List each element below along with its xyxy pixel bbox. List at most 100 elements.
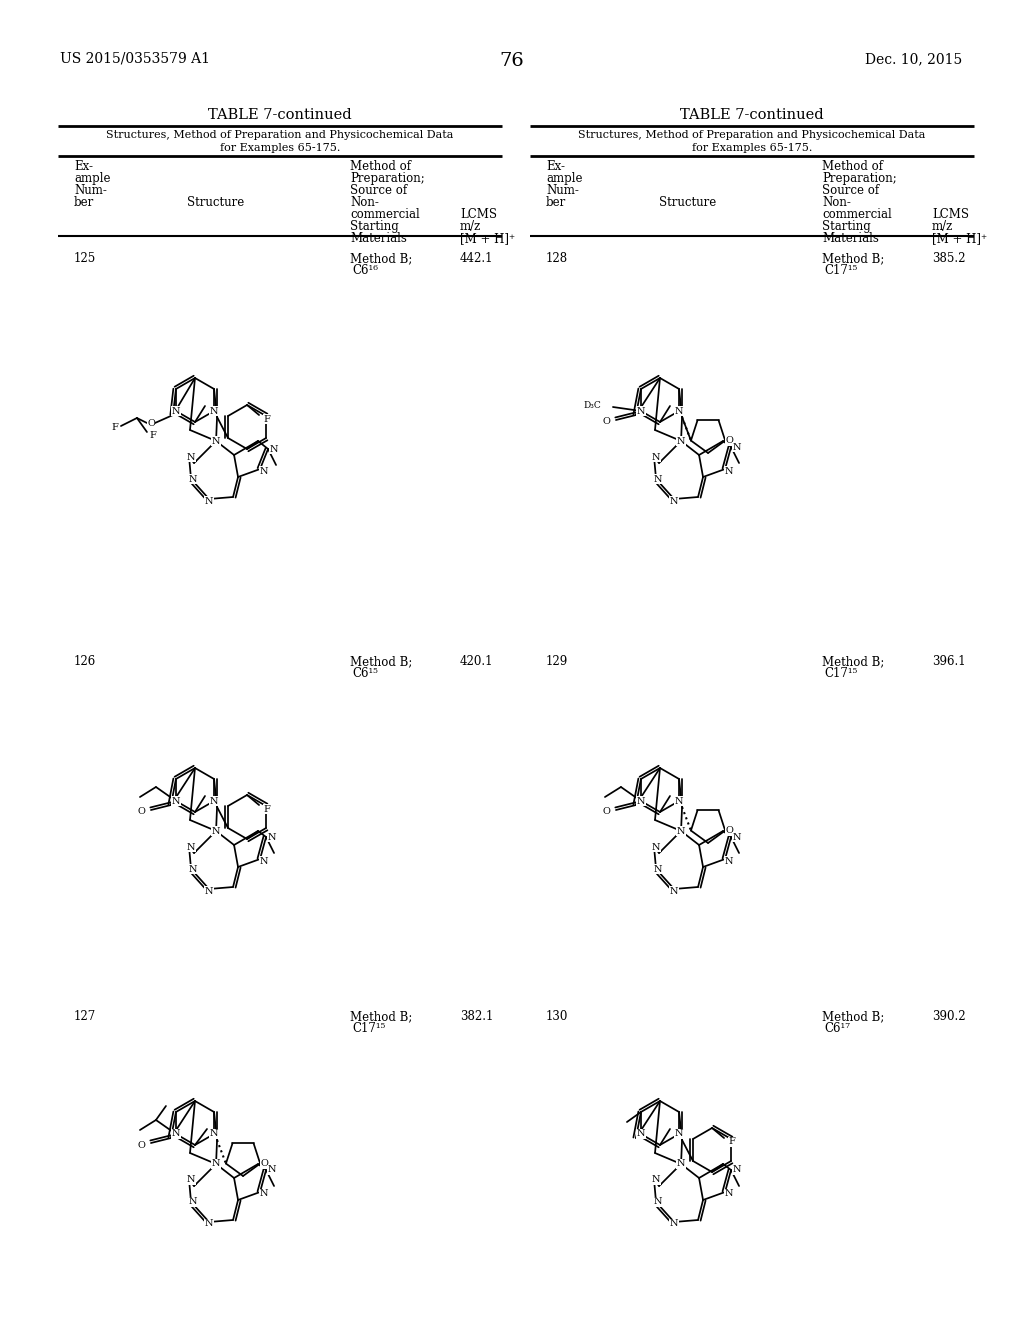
Text: 127: 127 xyxy=(74,1010,96,1023)
Text: LCMS: LCMS xyxy=(460,209,497,220)
Text: N: N xyxy=(652,842,660,851)
Text: N: N xyxy=(733,833,741,842)
Text: Structure: Structure xyxy=(187,195,245,209)
Text: N: N xyxy=(725,1189,733,1199)
Text: N: N xyxy=(172,1130,180,1138)
Text: N: N xyxy=(212,437,220,446)
Text: N: N xyxy=(188,865,198,874)
Text: N: N xyxy=(260,1189,268,1199)
Text: for Examples 65-175.: for Examples 65-175. xyxy=(692,143,812,153)
Text: TABLE 7-continued: TABLE 7-continued xyxy=(208,108,352,121)
Text: N: N xyxy=(670,887,678,895)
Text: Starting: Starting xyxy=(350,220,398,234)
Text: 382.1: 382.1 xyxy=(460,1010,494,1023)
Text: 442.1: 442.1 xyxy=(460,252,494,265)
Text: N: N xyxy=(652,453,660,462)
Text: [M + H]⁺: [M + H]⁺ xyxy=(932,232,987,246)
Text: C17¹⁵: C17¹⁵ xyxy=(824,667,857,680)
Text: N: N xyxy=(725,857,733,866)
Text: Source of: Source of xyxy=(822,183,880,197)
Text: O: O xyxy=(137,808,145,817)
Text: Ex-: Ex- xyxy=(74,160,93,173)
Text: N: N xyxy=(670,1220,678,1229)
Text: N: N xyxy=(677,1159,685,1168)
Text: 130: 130 xyxy=(546,1010,568,1023)
Text: N: N xyxy=(172,796,180,805)
Text: 129: 129 xyxy=(546,655,568,668)
Text: Num-: Num- xyxy=(546,183,579,197)
Text: N: N xyxy=(205,1220,213,1229)
Text: 126: 126 xyxy=(74,655,96,668)
Text: 390.2: 390.2 xyxy=(932,1010,966,1023)
Text: N: N xyxy=(733,442,741,451)
Text: Source of: Source of xyxy=(350,183,408,197)
Text: Method of: Method of xyxy=(822,160,883,173)
Text: Ex-: Ex- xyxy=(546,160,565,173)
Text: N: N xyxy=(677,437,685,446)
Text: 128: 128 xyxy=(546,252,568,265)
Text: N: N xyxy=(675,796,683,805)
Text: N: N xyxy=(188,1197,198,1206)
Text: N: N xyxy=(210,1130,218,1138)
Text: ber: ber xyxy=(74,195,94,209)
Text: O: O xyxy=(602,417,610,426)
Text: ber: ber xyxy=(546,195,566,209)
Text: ample: ample xyxy=(74,172,111,185)
Text: F: F xyxy=(729,1138,735,1147)
Text: N: N xyxy=(269,445,279,454)
Text: O: O xyxy=(602,808,610,817)
Text: N: N xyxy=(268,1166,276,1175)
Text: 385.2: 385.2 xyxy=(932,252,966,265)
Text: Method of: Method of xyxy=(350,160,411,173)
Text: Preparation;: Preparation; xyxy=(822,172,897,185)
Text: Starting: Starting xyxy=(822,220,870,234)
Text: N: N xyxy=(188,474,198,483)
Text: Method B;: Method B; xyxy=(822,655,885,668)
Text: 125: 125 xyxy=(74,252,96,265)
Text: commercial: commercial xyxy=(350,209,420,220)
Text: Method B;: Method B; xyxy=(350,1010,413,1023)
Text: F: F xyxy=(112,424,119,433)
Text: N: N xyxy=(637,796,645,805)
Text: N: N xyxy=(637,407,645,416)
Text: Non-: Non- xyxy=(350,195,379,209)
Text: Method B;: Method B; xyxy=(350,655,413,668)
Text: O: O xyxy=(725,826,733,836)
Text: C17¹⁵: C17¹⁵ xyxy=(824,264,857,277)
Text: N: N xyxy=(653,865,663,874)
Text: O: O xyxy=(260,1159,268,1168)
Text: LCMS: LCMS xyxy=(932,209,969,220)
Text: Num-: Num- xyxy=(74,183,106,197)
Text: F: F xyxy=(263,414,270,424)
Text: Method B;: Method B; xyxy=(822,1010,885,1023)
Text: N: N xyxy=(677,826,685,836)
Text: C6¹⁷: C6¹⁷ xyxy=(824,1022,850,1035)
Text: N: N xyxy=(652,1176,660,1184)
Text: N: N xyxy=(653,474,663,483)
Text: C17¹⁵: C17¹⁵ xyxy=(352,1022,385,1035)
Text: N: N xyxy=(186,453,196,462)
Text: Preparation;: Preparation; xyxy=(350,172,425,185)
Text: F: F xyxy=(263,804,270,813)
Text: 420.1: 420.1 xyxy=(460,655,494,668)
Text: N: N xyxy=(260,466,268,475)
Text: 396.1: 396.1 xyxy=(932,655,966,668)
Text: N: N xyxy=(186,1176,196,1184)
Text: N: N xyxy=(205,887,213,895)
Text: N: N xyxy=(210,796,218,805)
Text: US 2015/0353579 A1: US 2015/0353579 A1 xyxy=(60,51,210,66)
Text: ample: ample xyxy=(546,172,583,185)
Text: O: O xyxy=(137,1140,145,1150)
Text: N: N xyxy=(210,407,218,416)
Text: m/z: m/z xyxy=(460,220,481,234)
Text: Method B;: Method B; xyxy=(350,252,413,265)
Text: N: N xyxy=(268,833,276,842)
Text: C6¹⁵: C6¹⁵ xyxy=(352,667,378,680)
Text: C6¹⁶: C6¹⁶ xyxy=(352,264,378,277)
Text: N: N xyxy=(637,1130,645,1138)
Text: N: N xyxy=(260,857,268,866)
Text: TABLE 7-continued: TABLE 7-continued xyxy=(680,108,824,121)
Text: O: O xyxy=(725,436,733,445)
Text: Structure: Structure xyxy=(659,195,717,209)
Text: for Examples 65-175.: for Examples 65-175. xyxy=(220,143,340,153)
